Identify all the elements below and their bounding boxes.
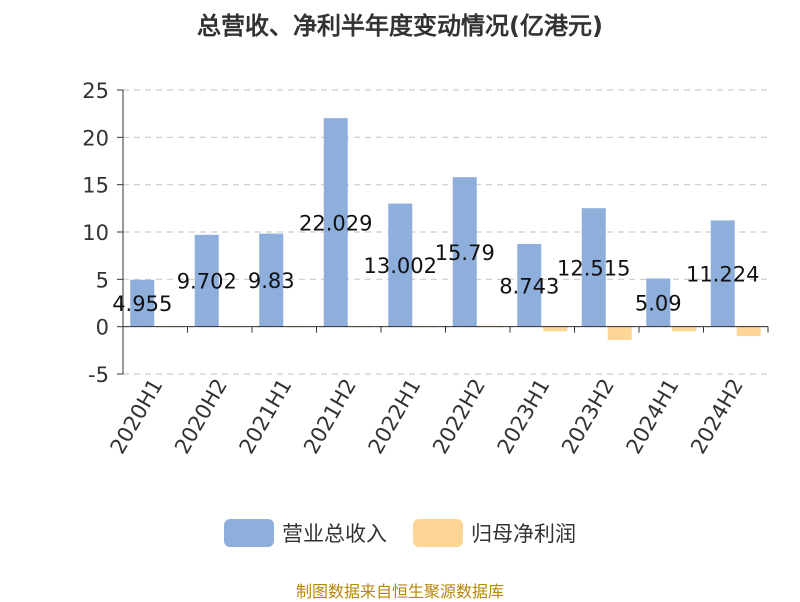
x-tick-label: 2020H2 — [170, 375, 232, 459]
revenue-data-label: 15.79 — [435, 241, 495, 265]
revenue-bar — [646, 278, 671, 327]
x-tick-label: 2023H1 — [492, 375, 554, 459]
net-profit-bar — [736, 326, 761, 337]
net-profit-bar — [543, 326, 568, 332]
revenue-bar — [259, 233, 284, 327]
legend-swatch-revenue — [224, 519, 274, 547]
legend-label-net-profit: 归母净利润 — [471, 522, 576, 546]
source-note: 制图数据来自恒生聚源数据库 — [295, 582, 504, 601]
revenue-bar — [581, 208, 606, 327]
y-tick-label: 0 — [96, 316, 109, 340]
x-tick-label: 2024H1 — [621, 375, 683, 459]
x-tick-label: 2023H2 — [557, 375, 619, 459]
x-tick-label: 2024H2 — [686, 375, 748, 459]
legend-item-net-profit[interactable]: 归母净利润 — [413, 518, 576, 548]
revenue-data-label: 13.002 — [364, 254, 437, 278]
revenue-data-label: 5.09 — [635, 292, 682, 316]
revenue-data-label: 9.83 — [248, 269, 295, 293]
revenue-bar — [323, 118, 348, 327]
x-tick-label: 2020H1 — [105, 375, 167, 459]
chart-title: 总营收、净利半年度变动情况(亿港元) — [197, 12, 603, 40]
x-tick-label: 2022H2 — [428, 375, 490, 459]
net-profit-bar — [607, 326, 632, 340]
revenue-data-label: 12.515 — [557, 256, 630, 280]
legend-label-revenue: 营业总收入 — [282, 522, 387, 546]
revenue-bar — [710, 220, 735, 327]
y-tick-label: 25 — [82, 79, 109, 103]
revenue-bar — [388, 203, 413, 327]
revenue-bar — [194, 234, 219, 327]
y-tick-label: 5 — [96, 268, 109, 292]
x-tick-label: 2021H2 — [299, 375, 361, 459]
revenue-bar — [452, 177, 477, 327]
y-tick-label: 10 — [82, 221, 109, 245]
net-profit-bar — [672, 326, 697, 332]
y-tick-label: 15 — [82, 174, 109, 198]
revenue-data-label: 11.224 — [686, 263, 759, 287]
revenue-data-label: 9.702 — [177, 270, 237, 294]
revenue-data-label: 4.955 — [112, 292, 172, 316]
x-tick-label: 2022H1 — [363, 375, 425, 459]
y-tick-label: 20 — [82, 126, 109, 150]
x-tick-label: 2021H1 — [234, 375, 296, 459]
y-tick-label: -5 — [88, 363, 109, 387]
revenue-bar — [130, 279, 155, 327]
legend-item-revenue[interactable]: 营业总收入 — [224, 518, 387, 548]
chart-legend: 营业总收入 归母净利润 — [0, 518, 800, 548]
revenue-data-label: 8.743 — [499, 274, 559, 298]
legend-swatch-net-profit — [413, 519, 463, 547]
revenue-data-label: 22.029 — [299, 211, 372, 235]
revenue-bar — [517, 243, 542, 327]
